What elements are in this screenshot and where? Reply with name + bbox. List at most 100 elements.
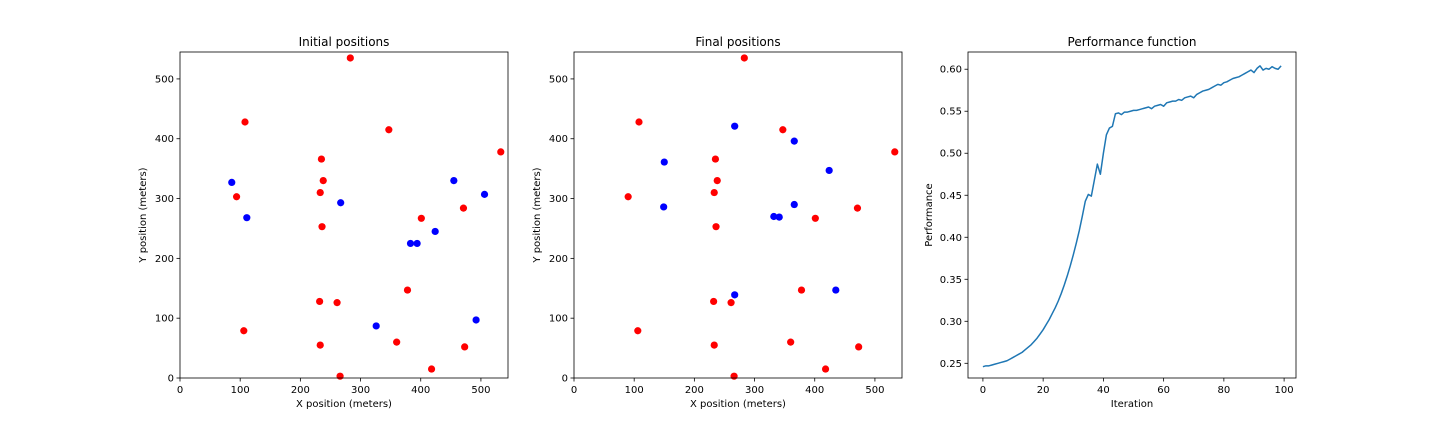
y-tick-label: 0.25 [940, 359, 962, 370]
red-point-19 [336, 372, 344, 380]
y-tick-label: 400 [549, 134, 568, 145]
red-point-9 [853, 204, 862, 212]
red-point-16 [393, 338, 401, 346]
red-point-2 [779, 126, 787, 134]
y-axis-label: Performance [924, 183, 935, 246]
x-tick-label: 400 [805, 385, 824, 396]
y-tick-label: 500 [155, 74, 174, 85]
y-tick-label: 100 [155, 314, 174, 325]
x-tick-label: 200 [685, 385, 704, 396]
x-tick-label: 80 [1217, 385, 1230, 396]
blue-point-3 [450, 177, 458, 185]
x-tick-label: 0 [980, 385, 986, 396]
red-point-10 [318, 223, 326, 231]
red-point-17 [855, 343, 863, 351]
blue-point-8 [372, 322, 380, 330]
y-tick-label: 400 [155, 134, 174, 145]
initial-positions-panel: 0 100 200 300 400 500 0 100 200 300 400 500 Initial … [138, 35, 509, 410]
blue-point-5 [790, 200, 798, 209]
red-point-18 [821, 365, 830, 373]
red-point-13 [333, 299, 341, 307]
blue-point-9 [472, 316, 480, 324]
y-tick-label: 0.50 [940, 149, 962, 160]
y-tick-label: 0.30 [940, 317, 962, 328]
red-point-10 [712, 223, 720, 231]
y-tick-label: 0.40 [940, 233, 962, 244]
red-point-6 [624, 193, 632, 201]
red-point-11 [797, 286, 806, 294]
x-tick-label: 100 [1275, 385, 1294, 396]
y-tick-label: 0 [562, 374, 568, 385]
red-point-9 [459, 204, 468, 212]
blue-point-2 [790, 137, 798, 145]
red-point-15 [710, 341, 718, 349]
y-tick-label: 200 [549, 254, 568, 265]
chart-title: Performance function [1068, 35, 1197, 49]
red-point-5 [319, 177, 327, 185]
y-tick-label: 0.45 [940, 191, 962, 202]
chart-title: Initial positions [299, 35, 390, 49]
y-tick-label: 300 [155, 194, 174, 205]
red-point-3 [497, 148, 505, 156]
blue-point-4 [480, 190, 489, 198]
red-point-14 [240, 327, 248, 335]
blue-point-6 [406, 239, 415, 248]
x-tick-label: 300 [351, 385, 370, 396]
y-tick-label: 100 [549, 314, 568, 325]
blue-point-9 [832, 286, 840, 294]
x-tick-label: 0 [177, 385, 183, 396]
y-tick-label: 0.35 [940, 275, 962, 286]
x-axis-label: X position (meters) [690, 399, 786, 410]
x-axis-label: X position (meters) [296, 399, 392, 410]
red-point-14 [634, 327, 642, 335]
axes-frame [573, 51, 903, 379]
x-tick-label: 200 [291, 385, 310, 396]
red-point-0 [740, 54, 748, 62]
red-point-16 [787, 338, 795, 346]
red-point-15 [316, 341, 324, 349]
y-axis-label: Y position (meters) [532, 167, 543, 263]
red-point-4 [317, 155, 326, 163]
y-tick-label: 200 [155, 254, 174, 265]
axes-frame [967, 51, 1297, 379]
red-point-12 [710, 297, 718, 306]
blue-point-1 [243, 214, 251, 222]
red-point-13 [727, 299, 735, 307]
x-tick-label: 100 [231, 385, 250, 396]
x-axis-label: Iteration [1111, 399, 1153, 410]
y-tick-label: 0.55 [940, 107, 962, 118]
red-point-19 [730, 372, 738, 380]
blue-point-7 [413, 239, 421, 248]
blue-point-2 [337, 199, 345, 207]
x-tick-label: 500 [865, 385, 884, 396]
red-point-12 [316, 297, 324, 306]
y-axis-label: Y position (meters) [138, 167, 149, 263]
x-tick-label: 0 [571, 385, 577, 396]
red-point-7 [710, 188, 718, 197]
x-tick-label: 60 [1157, 385, 1170, 396]
blue-point-1 [660, 158, 668, 166]
y-tick-label: 300 [549, 194, 568, 205]
performance-line [982, 65, 1282, 368]
red-point-2 [385, 126, 393, 134]
blue-point-0 [731, 122, 739, 130]
red-point-1 [635, 118, 643, 126]
red-point-1 [241, 118, 249, 126]
x-tick-label: 500 [471, 385, 490, 396]
y-tick-label: 0 [168, 374, 174, 385]
x-tick-label: 100 [625, 385, 644, 396]
y-tick-label: 500 [549, 74, 568, 85]
final-positions-panel: 0 100 200 300 400 500 0 100 200 300 400 500 Final po… [532, 35, 903, 410]
red-point-11 [403, 286, 412, 294]
chart-title: Final positions [695, 35, 780, 49]
blue-point-6 [770, 212, 778, 221]
x-tick-label: 400 [411, 385, 430, 396]
x-tick-label: 20 [1037, 385, 1050, 396]
blue-point-8 [731, 291, 739, 299]
red-point-3 [891, 148, 899, 156]
red-point-6 [232, 193, 241, 201]
y-tick-label: 0.60 [940, 65, 962, 76]
red-point-7 [316, 188, 324, 197]
performance-function-panel: 0 20 40 60 80 100 0.25 0.30 0.35 0.40 0.45 0.50 0.55… [924, 35, 1297, 410]
